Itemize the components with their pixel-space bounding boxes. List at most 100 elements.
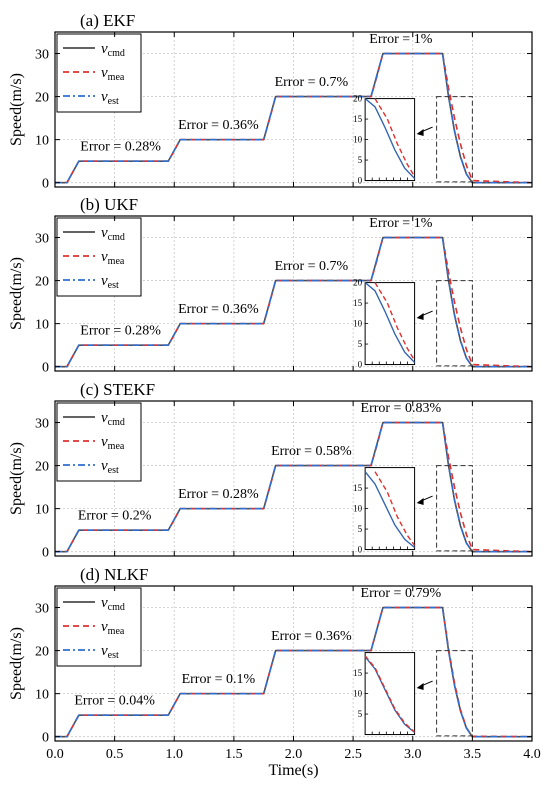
inset-chart: 5 10 15 xyxy=(353,652,416,736)
y-axis-label: Speed(m/s) xyxy=(8,73,25,146)
chart-panel-1: Error = 0.28% Error = 0.36% Error = 0.7% Er… xyxy=(8,195,533,376)
y-tick-label: 10 xyxy=(35,318,49,333)
legend-label-sub: cmd xyxy=(108,48,125,59)
panel-title: (c) STEKF xyxy=(80,380,155,399)
error-annotation: Error = 1% xyxy=(369,32,432,47)
zoom-box xyxy=(436,280,473,367)
error-annotation: Error = 1% xyxy=(369,216,432,231)
legend-label-base: v xyxy=(101,41,108,57)
inset-tick-label: 5 xyxy=(358,339,363,349)
series-line-v_est xyxy=(55,606,532,738)
x-tick-label: 2.5 xyxy=(344,747,362,762)
series-line-v_est xyxy=(55,236,532,368)
legend-label-sub: cmd xyxy=(108,602,125,613)
inset-chart: 0 5 10 15 20 xyxy=(353,278,416,370)
legend-label-est: vest xyxy=(101,458,119,476)
legend-label-mea: vmea xyxy=(101,249,125,267)
y-tick-label: 20 xyxy=(35,645,49,660)
legend-label-sub: mea xyxy=(108,626,125,637)
inset-tick-label: 5 xyxy=(358,524,363,534)
error-annotation: Error = 0.83% xyxy=(361,401,442,416)
legend-label-mea: vmea xyxy=(101,65,125,83)
series-line-v_est xyxy=(55,52,532,184)
panel-title: (a) EKF xyxy=(80,11,135,30)
inset-arrow-head xyxy=(416,683,424,691)
error-annotation: Error = 0.36% xyxy=(178,302,259,317)
inset-line-mea xyxy=(364,655,416,733)
error-annotation: Error = 0.58% xyxy=(271,444,352,459)
inset-line-mea xyxy=(374,471,416,546)
inset-line-cmd xyxy=(364,471,415,548)
inset-frame xyxy=(364,98,416,182)
inset-tick-label: 0 xyxy=(358,545,363,555)
y-tick-label: 0 xyxy=(42,731,49,746)
legend-label-base: v xyxy=(101,89,108,105)
inset-tick-label: 5 xyxy=(358,709,363,719)
x-tick-label: 3.0 xyxy=(404,747,422,762)
legend-label-cmd: vcmd xyxy=(101,410,125,428)
legend-label-base: v xyxy=(101,65,108,81)
legend-label-cmd: vcmd xyxy=(101,595,125,613)
inset-line-cmd xyxy=(364,98,415,179)
x-tick-label: 2.0 xyxy=(285,747,303,762)
legend-label-base: v xyxy=(101,273,108,289)
inset-tick-label: 10 xyxy=(353,135,363,145)
y-tick-label: 0 xyxy=(42,546,49,561)
inset-line-mea xyxy=(374,282,416,361)
error-annotation: Error = 0.36% xyxy=(178,118,259,133)
legend-label-est: vest xyxy=(101,89,119,107)
y-tick-label: 20 xyxy=(35,91,49,106)
legend-label-sub: cmd xyxy=(108,417,125,428)
inset-tick-label: 20 xyxy=(353,278,363,288)
legend-label-base: v xyxy=(101,595,108,611)
legend-label-sub: mea xyxy=(108,256,125,267)
error-annotation: Error = 0.28% xyxy=(80,323,161,338)
inset-tick-label: 5 xyxy=(358,155,363,165)
y-tick-label: 0 xyxy=(42,177,49,192)
legend-label-cmd: vcmd xyxy=(101,41,125,59)
zoom-box xyxy=(436,96,473,183)
y-axis-label: Speed(m/s) xyxy=(8,627,25,700)
zoom-box xyxy=(436,650,473,737)
inset-tick-label: 15 xyxy=(353,298,363,308)
error-annotation: Error = 0.7% xyxy=(275,259,349,274)
x-tick-label: 1.0 xyxy=(166,747,184,762)
y-tick-label: 30 xyxy=(35,602,49,617)
inset-tick-label: 0 xyxy=(358,176,363,186)
legend-frame xyxy=(56,217,142,297)
inset-chart: 0 5 10 15 20 xyxy=(353,94,416,186)
y-tick-label: 30 xyxy=(35,417,49,432)
x-tick-label: 1.5 xyxy=(225,747,243,762)
error-annotation: Error = 0.36% xyxy=(271,629,352,644)
legend-label-base: v xyxy=(101,249,108,265)
error-annotation: Error = 0.7% xyxy=(275,75,349,90)
error-annotation: Error = 0.2% xyxy=(78,508,152,523)
legend-label-sub: est xyxy=(108,650,119,661)
error-annotation: Error = 0.04% xyxy=(74,693,155,708)
inset-tick-label: 15 xyxy=(353,483,363,493)
error-annotation: Error = 0.79% xyxy=(361,586,442,601)
x-tick-label: 0.5 xyxy=(106,747,124,762)
y-tick-label: 10 xyxy=(35,688,49,703)
y-tick-label: 20 xyxy=(35,460,49,475)
legend-label-sub: est xyxy=(108,465,119,476)
x-axis-label: Time(s) xyxy=(268,762,318,779)
chart-panel-3: Error = 0.04% Error = 0.1% Error = 0.36% Er… xyxy=(8,565,541,779)
legend-frame xyxy=(56,33,142,113)
inset-chart: 0 5 10 15 xyxy=(353,467,416,555)
legend-label-est: vest xyxy=(101,273,119,291)
inset-tick-label: 0 xyxy=(358,360,363,370)
legend-label-est: vest xyxy=(101,643,119,661)
inset-arrow-head xyxy=(416,313,424,321)
chart-panel-2: Error = 0.2% Error = 0.28% Error = 0.58% Er… xyxy=(8,380,533,561)
y-tick-label: 30 xyxy=(35,48,49,63)
inset-tick-label: 15 xyxy=(353,668,363,678)
panel-title: (b) UKF xyxy=(80,195,138,214)
x-tick-label: 3.5 xyxy=(464,747,482,762)
inset-tick-label: 10 xyxy=(353,504,363,514)
legend-label-base: v xyxy=(101,434,108,450)
error-annotation: Error = 0.1% xyxy=(182,672,256,687)
legend-label-sub: cmd xyxy=(108,232,125,243)
